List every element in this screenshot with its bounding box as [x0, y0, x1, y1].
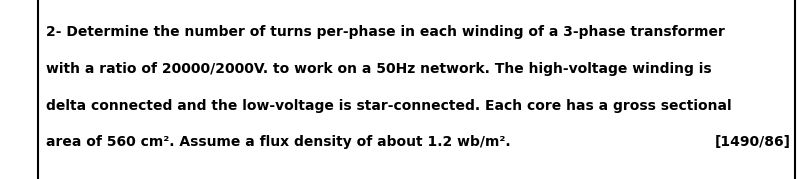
Text: 2- Determine the number of turns per-phase in each winding of a 3-phase transfor: 2- Determine the number of turns per-pha… — [46, 25, 726, 39]
Text: [1490/86]: [1490/86] — [714, 135, 790, 149]
Text: with a ratio of 20000/2000V. to work on a 50Hz network. The high-voltage winding: with a ratio of 20000/2000V. to work on … — [46, 62, 712, 76]
Text: area of 560 cm². Assume a flux density of about 1.2 wb/m².: area of 560 cm². Assume a flux density o… — [46, 135, 511, 149]
Text: delta connected and the low-voltage is star-connected. Each core has a gross sec: delta connected and the low-voltage is s… — [46, 99, 732, 113]
